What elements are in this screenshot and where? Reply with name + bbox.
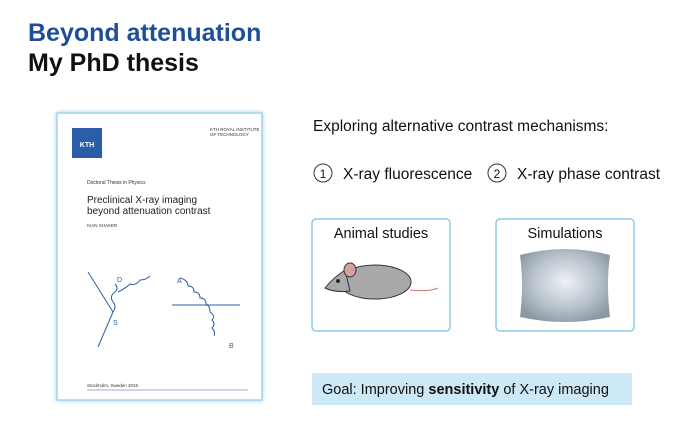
diagram-label: A	[177, 278, 182, 285]
intro: Exploring alternative contrast mechanism…	[313, 118, 609, 135]
institute: OF TECHNOLOGY	[210, 132, 249, 137]
slide-subtitle: My PhD thesis	[28, 49, 199, 77]
goal-text: of X-ray imaging	[499, 382, 609, 398]
box-title: Simulations	[528, 226, 603, 242]
goal-emphasis: sensitivity	[428, 382, 499, 398]
mouse-illustration	[324, 262, 439, 300]
number-badge	[313, 163, 333, 183]
goal-text: Goal: Improving	[322, 382, 428, 398]
number-badge	[487, 163, 507, 183]
logo	[72, 128, 102, 158]
number: 2	[494, 167, 501, 181]
series: Doctoral Thesis in Physics	[87, 180, 146, 186]
item-label: X-ray fluorescence	[343, 166, 472, 183]
diagram-label: D	[117, 277, 122, 284]
goal-box	[312, 373, 632, 405]
goal: Goal: Improving sensitivity of X-ray ima…	[322, 382, 609, 398]
diagram-label: B	[229, 343, 234, 350]
thesis-title: Preclinical X-ray imaging	[87, 195, 197, 206]
slide-title: Beyond attenuation	[28, 19, 261, 47]
institute: KTH ROYAL INSTITUTE	[210, 127, 260, 132]
lung-illustration	[520, 249, 610, 322]
box-title: Animal studies	[334, 226, 428, 242]
thesis-title: beyond attenuation contrast	[87, 206, 211, 217]
cover-footer: Stockholm, Sweden 2015	[87, 383, 139, 388]
author: KIAN SHAKER	[87, 223, 118, 228]
diagram-label: S	[113, 320, 118, 327]
cover-frame	[56, 112, 263, 401]
thesis-cover: KTH KTH ROYAL INSTITUTE OF TECHNOLOGY Do…	[56, 112, 263, 401]
number: 1	[320, 167, 327, 181]
item-label: X-ray phase contrast	[517, 166, 661, 183]
diagram	[87, 271, 240, 348]
logo-text: KTH	[80, 142, 94, 149]
